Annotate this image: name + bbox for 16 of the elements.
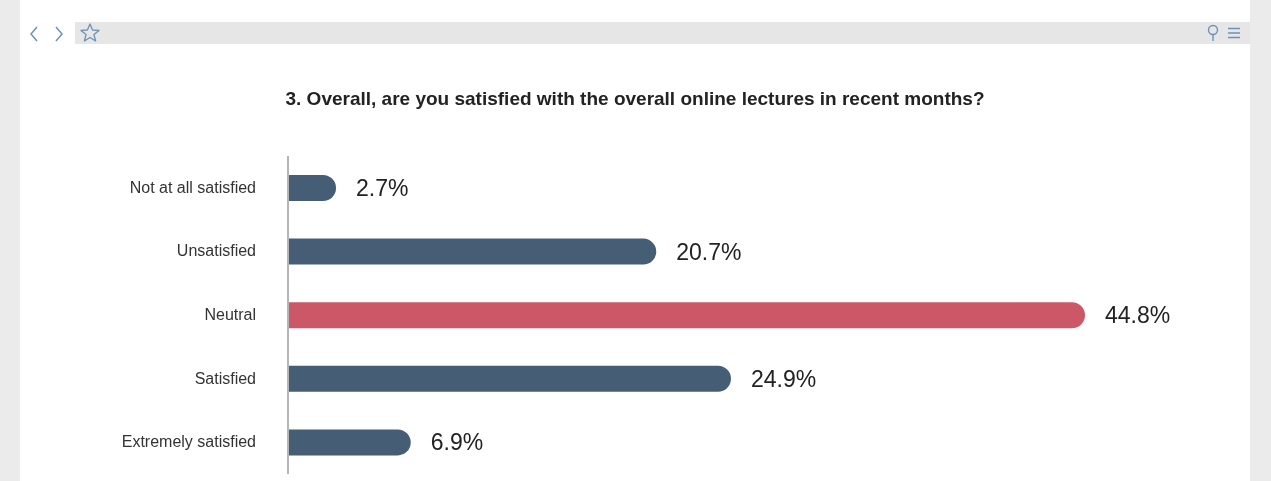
bar: [288, 238, 657, 265]
data-label: 20.7%: [676, 238, 742, 265]
bar: [288, 302, 1085, 329]
chart-title: 3. Overall, are you satisfied with the overall online lectures in recent months?: [284, 88, 986, 110]
data-label: 24.9%: [750, 365, 817, 392]
y-tick-label: Satisfied: [194, 369, 256, 387]
y-tick-label: Neutral: [204, 306, 256, 323]
y-tick-label: Not at all satisfied: [129, 178, 256, 196]
data-label: 44.8%: [1105, 302, 1171, 329]
data-label: 6.9%: [430, 429, 484, 456]
bar: [288, 429, 411, 456]
y-tick-label: Extremely satisfied: [121, 433, 256, 451]
bar: [288, 365, 731, 392]
y-tick-label: Unsatisfied: [176, 242, 256, 260]
bar: [288, 175, 337, 201]
data-label: 2.7%: [356, 175, 409, 201]
